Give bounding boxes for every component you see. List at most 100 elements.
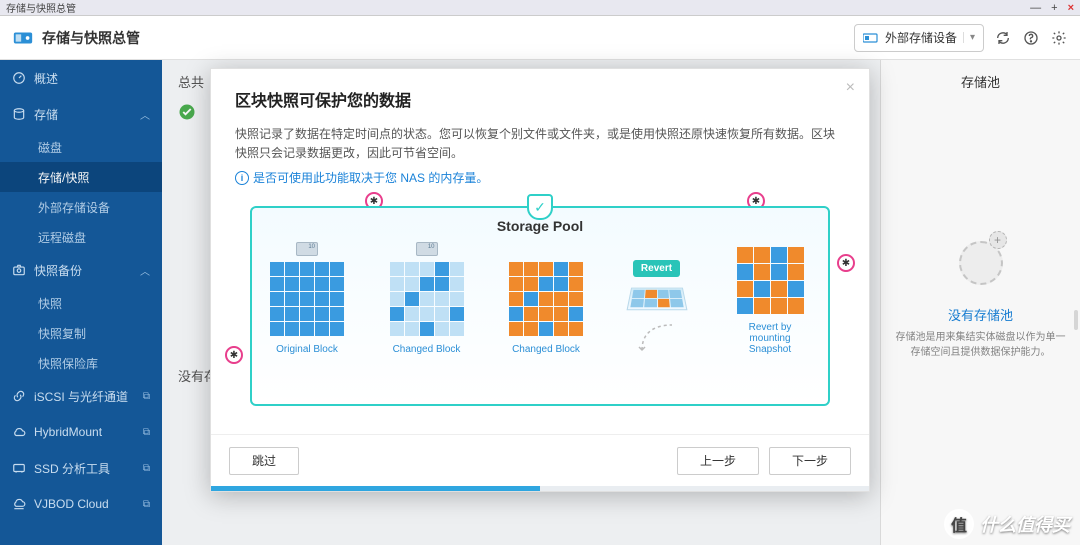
link-icon	[12, 389, 26, 403]
external-link-icon: ⧉	[143, 427, 150, 438]
info-icon: i	[235, 171, 249, 185]
watermark-badge: 值	[944, 509, 974, 539]
right-pane-title: 存储池	[893, 72, 1068, 91]
storage-icon	[12, 107, 26, 121]
sidebar-item-label: 远程磁盘	[38, 229, 86, 246]
help-icon[interactable]	[1022, 29, 1040, 47]
bug-icon: ✱	[225, 346, 243, 364]
drive-icon	[296, 242, 318, 256]
diagram-changed-block-2: Changed Block	[509, 262, 583, 355]
diagram: ✱ ✱ ✱ ✱ ✓ Storage Pool	[235, 196, 845, 416]
chevron-up-icon: ︿	[140, 263, 150, 278]
sidebar-item-label: 快照保险库	[38, 355, 98, 372]
diagram-label: Original Block	[276, 344, 338, 355]
external-link-icon: ⧉	[143, 499, 150, 510]
diagram-revert-result: Revert by mounting Snapshot	[730, 247, 810, 355]
no-pool-hint: 存储池是用来集结实体磁盘以作为单一存储空间且提供数据保护能力。	[893, 330, 1068, 360]
right-pane: 存储池 + 没有存储池 存储池是用来集结实体磁盘以作为单一存储空间且提供数据保护…	[880, 60, 1080, 545]
diagram-label: Revert by mounting Snapshot	[730, 322, 810, 355]
onboarding-modal: × 区块快照可保护您的数据 快照记录了数据在特定时间点的状态。您可以恢复个别文件…	[210, 68, 870, 492]
minimize-button[interactable]: —	[1030, 2, 1041, 14]
watermark: 值 什么值得买	[944, 509, 1070, 539]
sidebar-item-vjbod[interactable]: VJBOD Cloud ⧉	[0, 486, 162, 522]
app-title: 存储与快照总管	[42, 28, 140, 48]
sidebar-item-label: VJBOD Cloud	[34, 497, 109, 511]
sidebar-item-hybridmount[interactable]: HybridMount ⧉	[0, 414, 162, 450]
sidebar-item-iscsi[interactable]: iSCSI 与光纤通道 ⧉	[0, 378, 162, 414]
sidebar-item-external[interactable]: 外部存储设备	[0, 192, 162, 222]
drive-icon	[416, 242, 438, 256]
no-pool-link[interactable]: 没有存储池	[893, 305, 1068, 324]
sidebar: 概述 存储 ︿ 磁盘 存储/快照 外部存储设备 远程磁盘 快照备份 ︿ 快照 快…	[0, 60, 162, 545]
watermark-text: 什么值得买	[980, 511, 1070, 537]
sidebar-item-overview[interactable]: 概述	[0, 60, 162, 96]
modal-progress-fill	[211, 486, 540, 491]
sidebar-item-snapshot[interactable]: 快照	[0, 288, 162, 318]
sidebar-item-label: SSD 分析工具	[34, 460, 110, 477]
sidebar-item-disk[interactable]: 磁盘	[0, 132, 162, 162]
sidebar-item-label: 磁盘	[38, 139, 62, 156]
settings-icon[interactable]	[1050, 29, 1068, 47]
sidebar-item-label: HybridMount	[34, 425, 102, 439]
modal-title: 区块快照可保护您的数据	[235, 87, 845, 111]
next-button[interactable]: 下一步	[769, 447, 851, 475]
modal-note: i 是否可使用此功能取决于您 NAS 的内存量。	[235, 169, 845, 186]
arrow-icon	[637, 315, 677, 355]
cloud-icon	[12, 425, 26, 439]
sidebar-item-label: 存储	[34, 106, 58, 123]
plus-icon: +	[989, 231, 1007, 249]
modal-close-button[interactable]: ×	[846, 79, 855, 97]
summary-label: 总共	[178, 75, 204, 90]
os-title: 存储与快照总管	[6, 0, 76, 15]
sidebar-item-label: 概述	[34, 70, 58, 87]
os-titlebar: 存储与快照总管 — + ×	[0, 0, 1080, 16]
sidebar-item-label: 存储/快照	[38, 169, 89, 186]
revert-badge: Revert	[633, 260, 680, 277]
chevron-up-icon: ︿	[140, 107, 150, 122]
close-button[interactable]: ×	[1068, 2, 1074, 14]
bug-icon: ✱	[837, 254, 855, 272]
diagram-revert-tray: Revert	[629, 260, 685, 355]
storage-pool-box: ✓ Storage Pool	[250, 206, 830, 406]
ssd-icon	[12, 461, 26, 475]
external-link-icon: ⧉	[143, 391, 150, 402]
modal-description: 快照记录了数据在特定时间点的状态。您可以恢复个别文件或文件夹，或是使用快照还原快…	[235, 125, 845, 163]
gauge-icon	[12, 71, 26, 85]
maximize-button[interactable]: +	[1051, 2, 1057, 14]
sidebar-item-label: 外部存储设备	[38, 199, 110, 216]
storage-manager-icon	[12, 27, 34, 49]
sidebar-item-label: 快照	[38, 295, 62, 312]
sidebar-item-snapshot-backup[interactable]: 快照备份 ︿	[0, 252, 162, 288]
diagram-original-block: Original Block	[270, 242, 344, 355]
dropdown-icon: ▾	[963, 32, 975, 43]
cloud-disk-icon	[12, 497, 26, 511]
modal-note-text: 是否可使用此功能取决于您 NAS 的内存量。	[253, 169, 488, 186]
external-device-button[interactable]: 外部存储设备 ▾	[854, 24, 984, 52]
modal-footer: 跳过 上一步 下一步	[211, 434, 869, 486]
check-icon	[178, 105, 196, 125]
diagram-label: Changed Block	[393, 344, 461, 355]
sidebar-item-snapshot-replica[interactable]: 快照复制	[0, 318, 162, 348]
sidebar-item-snapshot-vault[interactable]: 快照保险库	[0, 348, 162, 378]
pool-placeholder-icon: +	[949, 231, 1013, 295]
sidebar-item-label: 快照复制	[38, 325, 86, 342]
camera-icon	[12, 263, 26, 277]
sidebar-item-storage[interactable]: 存储 ︿	[0, 96, 162, 132]
shield-icon: ✓	[527, 194, 553, 220]
pool-title: Storage Pool	[270, 218, 810, 234]
scrollbar-thumb[interactable]	[1074, 310, 1078, 330]
app-header: 存储与快照总管 外部存储设备 ▾	[0, 16, 1080, 60]
sidebar-item-label: iSCSI 与光纤通道	[34, 388, 128, 405]
sidebar-item-storage-snapshot[interactable]: 存储/快照	[0, 162, 162, 192]
prev-button[interactable]: 上一步	[677, 447, 759, 475]
refresh-icon[interactable]	[994, 29, 1012, 47]
external-link-icon: ⧉	[143, 463, 150, 474]
sidebar-item-ssd[interactable]: SSD 分析工具 ⧉	[0, 450, 162, 486]
skip-button[interactable]: 跳过	[229, 447, 299, 475]
sidebar-item-label: 快照备份	[34, 262, 82, 279]
modal-progress	[211, 486, 869, 491]
diagram-label: Changed Block	[512, 344, 580, 355]
diagram-changed-block-1: Changed Block	[390, 242, 464, 355]
sidebar-item-remote[interactable]: 远程磁盘	[0, 222, 162, 252]
external-device-label: 外部存储设备	[885, 29, 957, 46]
